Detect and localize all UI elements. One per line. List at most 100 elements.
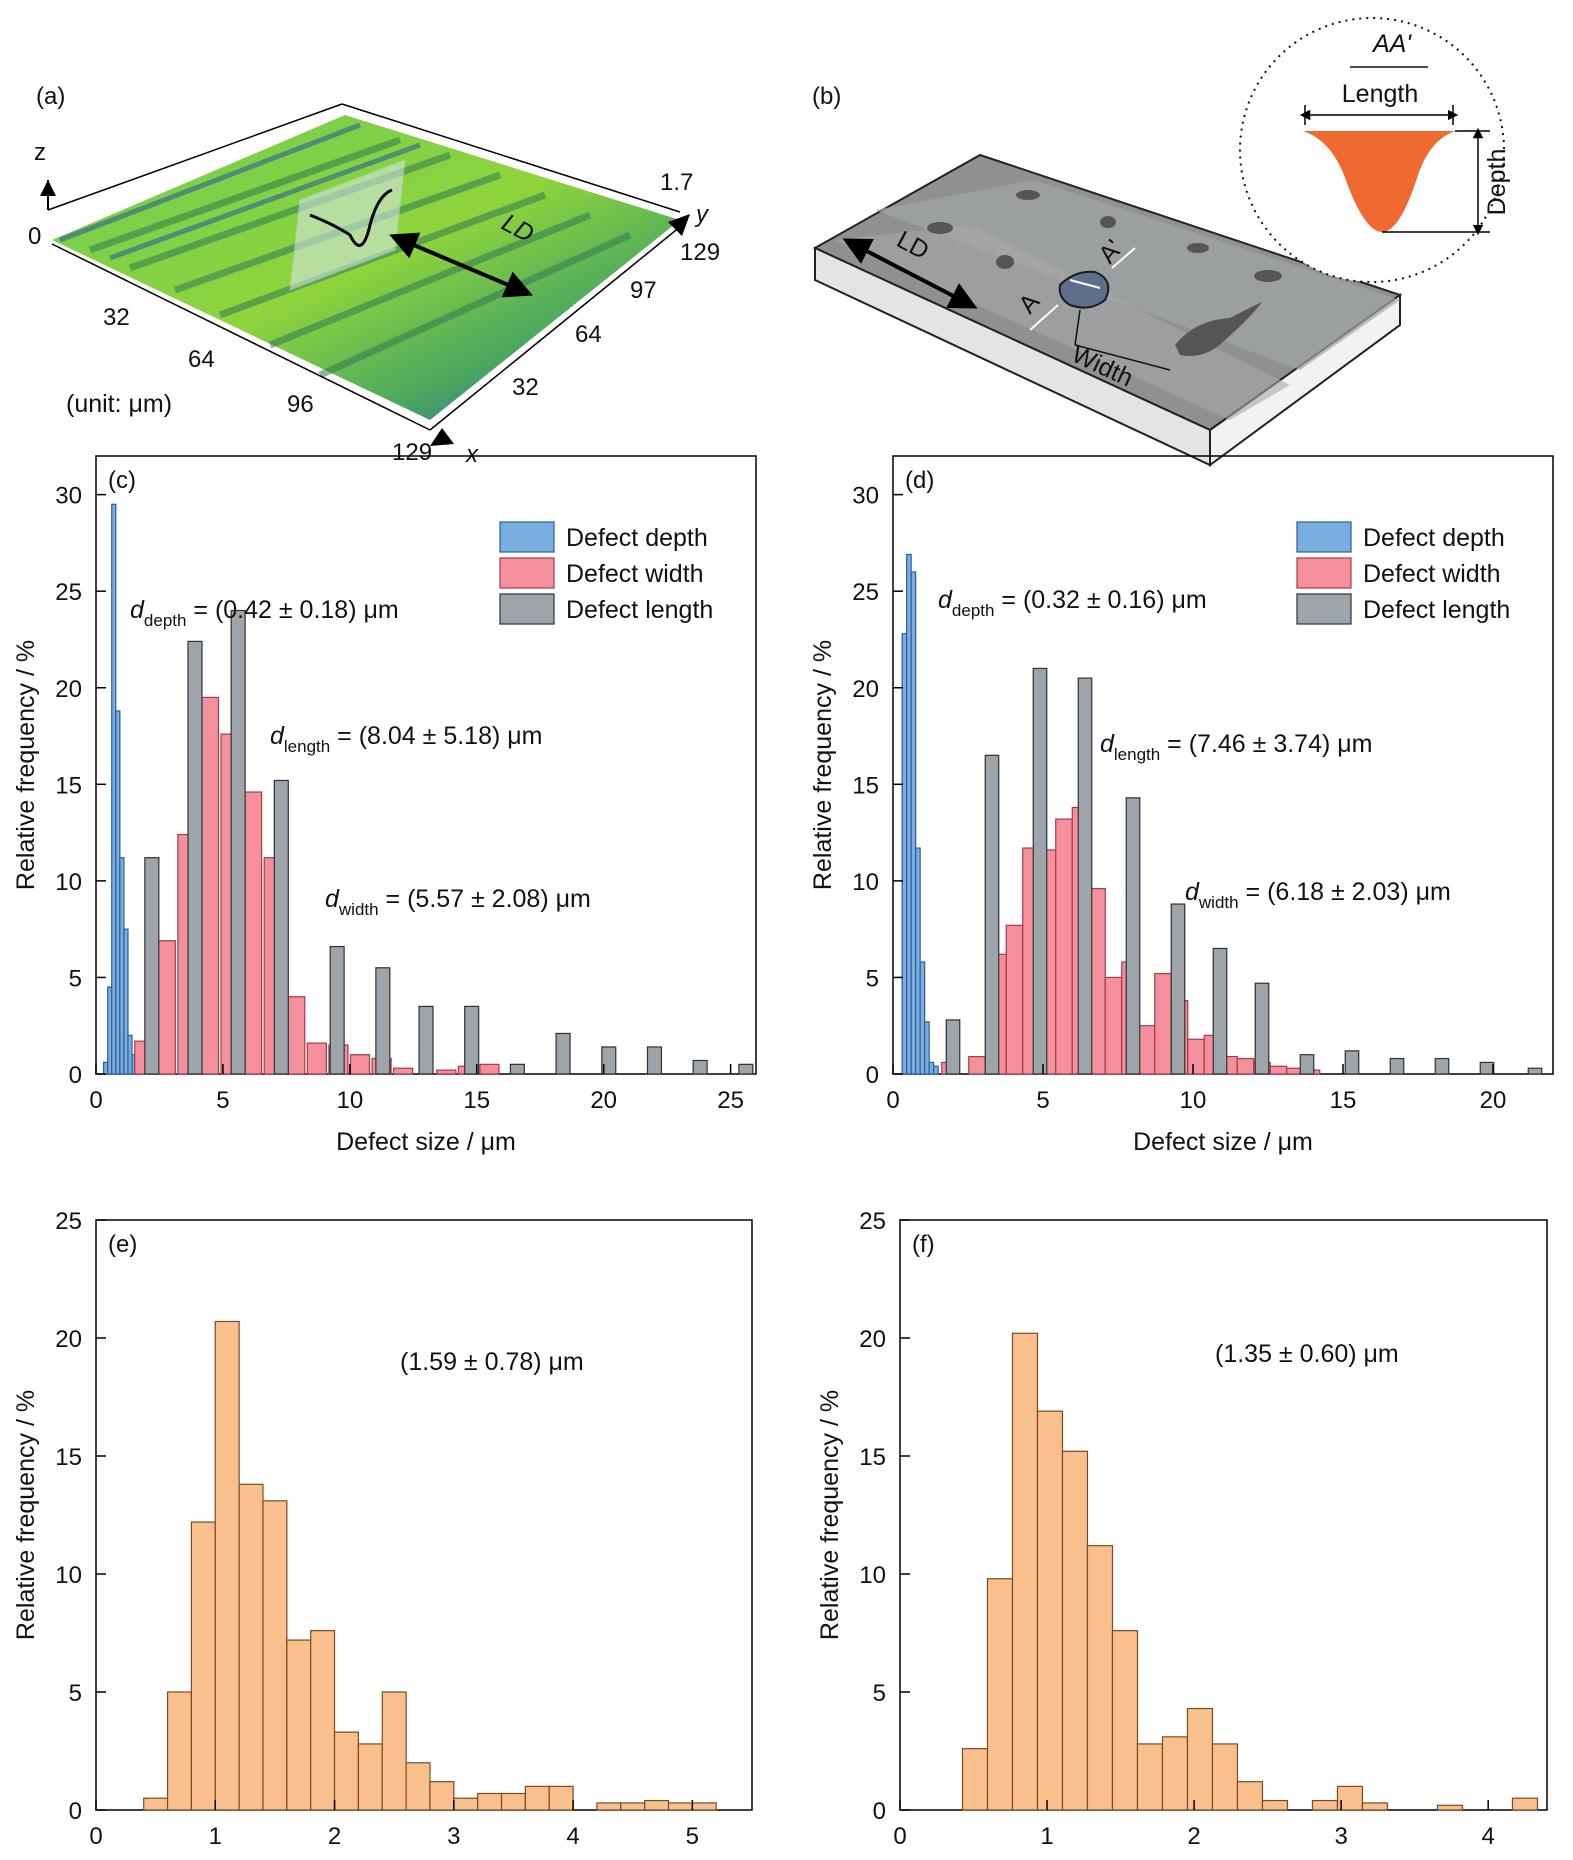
annot-symbol: d xyxy=(325,885,340,913)
bar xyxy=(1125,797,1141,1075)
y-tick-32: 32 xyxy=(512,374,539,401)
defect-spot xyxy=(1016,190,1040,200)
bar xyxy=(644,1799,670,1811)
legend-swatch xyxy=(1296,521,1352,553)
y-tick-label: 0 xyxy=(866,1062,879,1089)
defect-cross-section xyxy=(1303,131,1455,232)
bar xyxy=(901,633,908,1075)
y-axis-line xyxy=(429,221,687,431)
bar xyxy=(1527,1067,1543,1075)
y-tick-label: 0 xyxy=(873,1798,886,1825)
annot-symbol: d xyxy=(270,722,285,750)
y-axis-label: y xyxy=(694,201,710,228)
x-tick-64: 64 xyxy=(188,346,215,373)
annot-symbol: d xyxy=(1185,878,1200,906)
z-axis-arrow xyxy=(40,180,56,196)
unit-label: (unit: μm) xyxy=(66,390,172,418)
y-tick-label: 25 xyxy=(859,1208,886,1235)
annot-subscript: depth xyxy=(144,611,187,630)
defect-spot xyxy=(1187,243,1209,253)
x-tick-label: 20 xyxy=(590,1087,617,1114)
bar xyxy=(357,1743,383,1811)
x-tick-label: 25 xyxy=(717,1087,744,1114)
annot-value: = (0.32 ± 0.16) μm xyxy=(994,586,1206,614)
legend-label: Defect width xyxy=(1363,560,1501,588)
bar xyxy=(144,857,160,1075)
z-axis-label: z xyxy=(34,139,46,166)
x-tick-label: 1 xyxy=(209,1823,222,1850)
bar xyxy=(961,1748,989,1811)
chart-c: 0 5 10 15 20 25 0 5 10 15 20 25 30 (c) Relative freque… xyxy=(12,455,757,1156)
bar xyxy=(1161,1736,1189,1811)
x-axis-label: x xyxy=(465,441,479,468)
height-map-surface xyxy=(52,115,680,420)
stat-annotation: ddepth = (0.32 ± 0.16) μm xyxy=(938,586,1207,620)
bar xyxy=(1086,1545,1114,1811)
bar xyxy=(1005,924,1024,1075)
bar xyxy=(692,1059,708,1075)
x-tick-label: 0 xyxy=(893,1823,906,1850)
stat-annotation: dwidth = (6.18 ± 2.03) μm xyxy=(1185,878,1451,912)
legend-label: Defect length xyxy=(1363,596,1510,624)
bar xyxy=(333,1731,359,1811)
x-tick-label: 20 xyxy=(1480,1087,1507,1114)
bar xyxy=(1154,972,1172,1075)
bar xyxy=(986,1578,1014,1811)
panel-label: (d) xyxy=(905,467,934,494)
legend-swatch xyxy=(499,593,555,625)
y-tick-label: 25 xyxy=(55,579,82,606)
y-tick-label: 20 xyxy=(852,676,879,703)
y-tick-label: 10 xyxy=(859,1562,886,1589)
bar xyxy=(910,571,917,1075)
legend-label: Defect depth xyxy=(566,524,708,552)
bar xyxy=(1436,1804,1464,1811)
bar xyxy=(479,1063,500,1075)
annot-value: = (6.18 ± 2.03) μm xyxy=(1239,878,1451,906)
stat-annotation: ddepth = (0.42 ± 0.18) μm xyxy=(130,596,399,630)
bar xyxy=(596,1802,622,1811)
bar xyxy=(349,1054,371,1075)
annot-symbol: d xyxy=(1100,730,1115,758)
y-tick-label: 30 xyxy=(55,483,82,510)
bar xyxy=(1311,1799,1339,1811)
panel-a-label: (a) xyxy=(36,83,65,110)
annot-subscript: length xyxy=(1114,745,1160,764)
bar xyxy=(1077,677,1093,1075)
section-mark-a-prime xyxy=(1111,247,1136,269)
bar xyxy=(306,1042,327,1075)
bar xyxy=(381,1691,407,1811)
stat-annotation: (1.59 ± 0.78) μm xyxy=(400,1348,584,1376)
annot-subscript: depth xyxy=(952,601,995,620)
x-tick-32: 32 xyxy=(103,304,130,331)
x-tick-label: 10 xyxy=(1180,1087,1207,1114)
bar xyxy=(945,1019,961,1075)
y-tick-label: 5 xyxy=(873,1680,886,1707)
bar xyxy=(1299,1054,1315,1075)
bar xyxy=(230,609,246,1075)
y-tick-label: 0 xyxy=(69,1062,82,1089)
bar xyxy=(1032,667,1048,1075)
y-tick-label: 15 xyxy=(55,1444,82,1471)
bar xyxy=(127,1034,133,1075)
y-tick-label: 25 xyxy=(55,1208,82,1235)
annot-subscript: length xyxy=(284,737,330,756)
y-tick-129: 129 xyxy=(680,239,720,266)
bar xyxy=(1479,1061,1495,1075)
section-mark-a xyxy=(1029,304,1059,331)
y-tick-label: 30 xyxy=(852,483,879,510)
bar xyxy=(738,1063,754,1075)
section-line xyxy=(1069,279,1101,289)
y-tick-label: 15 xyxy=(852,772,879,799)
bar xyxy=(906,553,912,1075)
y-axis-title: Relative frequency / % xyxy=(12,1390,40,1640)
bar xyxy=(103,1061,109,1075)
bar xyxy=(548,1785,574,1811)
y-tick-label: 10 xyxy=(55,869,82,896)
bar xyxy=(1361,1802,1389,1811)
bar xyxy=(1137,1025,1156,1075)
x-tick-label: 2 xyxy=(1187,1823,1200,1850)
bar xyxy=(620,1802,646,1811)
bar xyxy=(984,754,1000,1075)
bar xyxy=(1036,1410,1064,1811)
x-tick-label: 4 xyxy=(1482,1823,1495,1850)
